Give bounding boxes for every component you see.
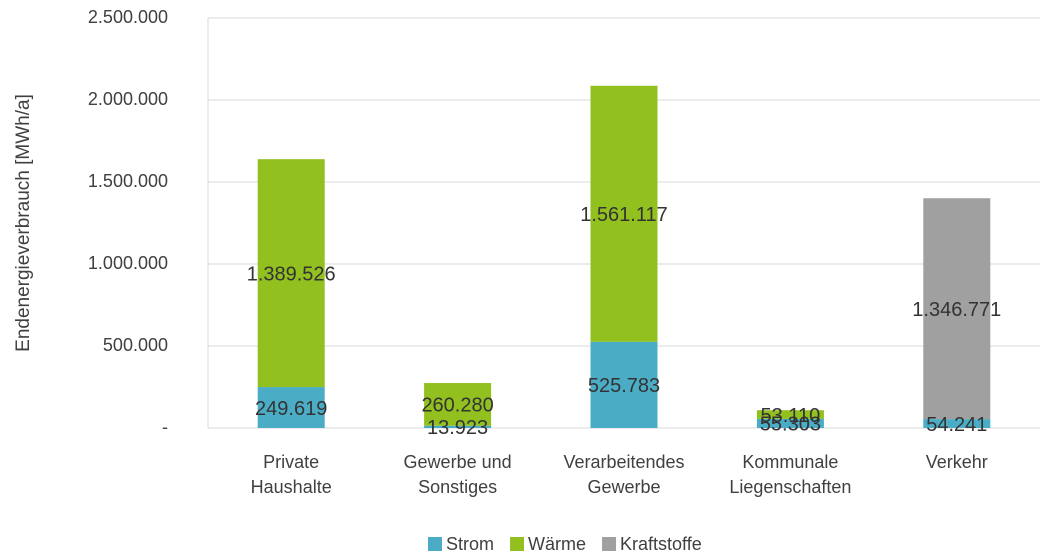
- x-tick-label: Private: [263, 452, 319, 472]
- legend-label: Wärme: [528, 534, 586, 554]
- y-tick-label: 500.000: [103, 335, 168, 355]
- bar-segment: [424, 383, 492, 426]
- bar-segment: [257, 387, 325, 428]
- y-tick-label: 1.000.000: [88, 253, 168, 273]
- legend-label: Kraftstoffe: [620, 534, 702, 554]
- x-tick-label: Verarbeitendes: [563, 452, 684, 472]
- data-label: 13.923: [427, 417, 488, 439]
- x-tick-label: Liegenschaften: [729, 477, 851, 497]
- data-label: 1.561.117: [580, 204, 668, 226]
- bar-segment: [257, 159, 325, 388]
- data-label: 53.110: [761, 405, 821, 427]
- y-tick-label: 2.500.000: [88, 7, 168, 27]
- data-label: 260.280: [421, 395, 493, 417]
- bar-segment: [756, 410, 824, 419]
- x-tick-label: Gewerbe und: [404, 452, 512, 472]
- legend-swatch: [602, 537, 617, 551]
- y-tick-label: 1.500.000: [88, 171, 168, 191]
- x-tick-label: Sonstiges: [418, 477, 497, 497]
- bar-segment: [590, 85, 658, 342]
- data-label: 55.303: [760, 414, 821, 436]
- data-label: 54.241: [926, 414, 987, 436]
- x-tick-label: Gewerbe: [587, 477, 660, 497]
- legend-swatch: [428, 537, 442, 551]
- data-label: 1.346.771: [912, 299, 1001, 321]
- data-label: 1.389.526: [247, 263, 336, 285]
- data-label: 525.783: [588, 375, 660, 397]
- data-label: 249.619: [255, 398, 327, 420]
- bar-segment: [590, 341, 658, 428]
- y-tick-label: 2.000.000: [88, 89, 168, 109]
- bar-segment: [756, 418, 824, 428]
- y-axis-label: Endenergieverbrauch [MWh/a]: [13, 94, 34, 352]
- x-tick-label: Haushalte: [251, 477, 332, 497]
- x-tick-label: Kommunale: [742, 452, 838, 472]
- y-tick-label: -: [162, 417, 168, 437]
- bar-segment: [923, 419, 991, 428]
- x-tick-label: Verkehr: [926, 452, 988, 472]
- bar-segment: [923, 198, 991, 420]
- bar-segment: [424, 425, 492, 428]
- legend-label: Strom: [446, 534, 494, 554]
- legend-swatch: [510, 537, 525, 551]
